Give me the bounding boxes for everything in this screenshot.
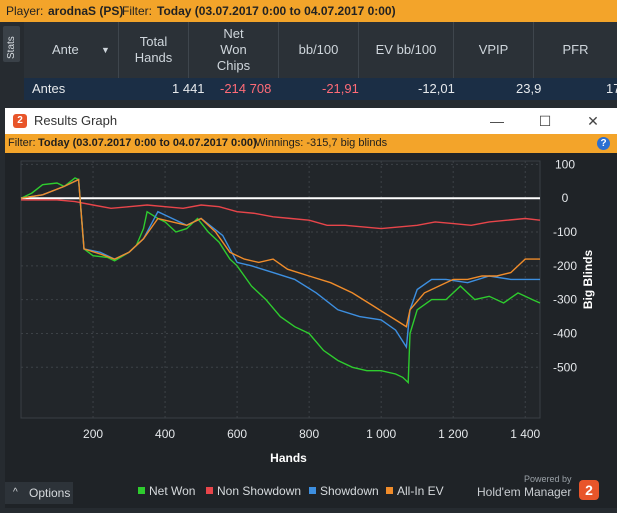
column-header-total-hands[interactable]: Total Hands [119,22,189,78]
y-tick-label: -100 [553,225,577,239]
column-header-net-won-chips[interactable]: Net Won Chips [189,22,279,78]
column-header-pfr[interactable]: PFR [562,42,589,57]
player-label: Player: [6,4,44,18]
stats-table-header: Ante ▼ Total Hands Net Won Chips bb/100 … [24,22,617,78]
close-icon[interactable]: ✕ [587,113,599,129]
results-graph-window: 2 Results Graph — ☐ ✕ Filter: Today (03.… [5,108,617,508]
y-tick-label: 100 [555,157,575,171]
stats-tab-label: Stats [6,36,17,59]
options-button[interactable]: ^ Options [5,482,73,504]
filter-label: Filter: [122,4,152,18]
y-tick-label: -400 [553,326,577,340]
x-tick-label: 1 200 [438,427,468,441]
column-header-ante[interactable]: Ante ▼ [24,22,119,78]
chevron-up-icon: ^ [13,487,18,498]
cell-ante: Antes [32,81,66,96]
y-tick-label: -300 [553,293,577,307]
series-line-non-showdown [21,199,541,230]
window-titlebar[interactable]: 2 Results Graph — ☐ ✕ [5,108,617,134]
series-line-all-in-ev [20,178,540,328]
x-tick-label: 400 [155,427,175,441]
table-row[interactable]: Antes 1 441 -214 708 -21,91 -12,01 23,9 … [24,78,617,100]
x-tick-label: 600 [227,427,247,441]
winnings-summary: Winnings: -315,7 big blinds [255,137,388,149]
x-tick-label: 1 000 [366,427,396,441]
legend-allin-ev: All-In EV [386,484,444,498]
brand-logo-icon: 2 [579,480,599,500]
player-name[interactable]: arodnaS (PS) [48,4,124,18]
app-logo-icon: 2 [13,114,27,128]
powered-by-label: Powered by [524,474,572,484]
maximize-icon[interactable]: ☐ [538,113,552,129]
legend-showdown: Showdown [309,484,379,498]
cell-ev-bb100: -12,01 [418,81,455,96]
filter-bar: Player: arodnaS (PS) Filter: Today (03.0… [0,0,617,22]
minimize-icon[interactable]: — [490,113,504,129]
plot-background [20,160,541,419]
x-tick-label: 800 [299,427,319,441]
series-line-showdown [20,178,540,350]
column-header-ev-bb100[interactable]: EV bb/100 [359,22,454,78]
chart-area: 200 400 600 800 1 000 1 200 1 400 100 0 -100 -200-… [5,153,617,508]
help-icon[interactable]: ? [597,137,610,150]
filter-value[interactable]: Today (03.07.2017 0:00 to 04.07.2017 0:0… [157,4,396,18]
cell-net-won: -214 708 [220,81,272,96]
legend-non-showdown: Non Showdown [206,484,301,498]
y-axis-label: Big Blinds [581,250,595,310]
x-tick-label: 200 [83,427,103,441]
cell-vpip: 23,9 [516,81,542,96]
chevron-down-icon[interactable]: ▼ [101,45,110,55]
column-header-vpip[interactable]: VPIP [454,22,534,78]
series-line-net-won [20,177,541,385]
x-tick-label: 1 400 [510,427,540,441]
legend-net-won: Net Won [138,484,195,498]
cell-pfr: 17 [606,81,617,96]
brand-name: Hold'em Manager [477,485,572,499]
cell-bb100: -21,91 [322,81,359,96]
cell-total-hands: 1 441 [172,81,205,96]
y-tick-label: -200 [553,259,577,273]
y-tick-label: -500 [553,360,577,374]
y-tick-label: 0 [562,191,569,205]
graph-filter-label: Filter: [8,137,36,149]
graph-filter-value[interactable]: Today (03.07.2017 0:00 to 04.07.2017 0:0… [38,137,257,149]
graph-filter-bar: Filter: Today (03.07.2017 0:00 to 04.07.… [5,134,617,153]
stats-side-tab[interactable]: Stats [0,22,25,100]
results-chart: 200 400 600 800 1 000 1 200 1 4001000-100-200-… [20,157,595,465]
x-axis-label: Hands [270,451,307,465]
window-title: Results Graph [34,113,118,128]
column-header-bb100[interactable]: bb/100 [279,22,359,78]
